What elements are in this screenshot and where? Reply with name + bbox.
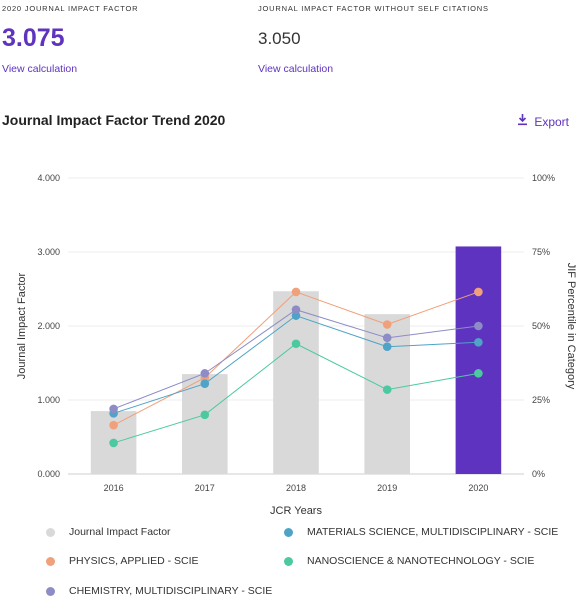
series-point-3 [291,305,301,315]
jif-no-self-view-calculation-link[interactable]: View calculation [258,63,334,75]
legend-label: Journal Impact Factor [69,526,171,538]
series-point-0 [474,287,483,297]
x-tick-label: 2019 [377,483,397,493]
x-tick-label: 2016 [104,483,124,493]
series-point-1 [474,337,483,347]
y2-tick-label: 0% [532,469,545,479]
y2-tick-label: 100% [532,173,555,183]
legend-swatch [46,556,55,566]
export-label: Export [534,114,569,129]
legend-item-jif[interactable]: Journal Impact Factor [46,526,171,538]
legend-item-materials[interactable]: MATERIALS SCIENCE, MULTIDISCIPLINARY - S… [284,526,558,538]
jif-view-calculation-link[interactable]: View calculation [2,63,78,75]
series-point-2 [109,438,118,448]
jif-value: 3.075 [2,24,65,52]
series-point-3 [474,321,483,331]
series-point-1 [382,342,392,352]
x-axis-title: JCR Years [270,505,322,517]
jif-no-self-label: JOURNAL IMPACT FACTOR WITHOUT SELF CITAT… [258,4,489,13]
legend-item-chemistry[interactable]: CHEMISTRY, MULTIDISCIPLINARY - SCIE [46,585,272,597]
series-point-0 [382,320,392,329]
y-tick-label: 4.000 [37,173,60,183]
download-icon [517,114,528,129]
bar-2018 [273,291,319,474]
legend-label: PHYSICS, APPLIED - SCIE [69,555,199,567]
legend-label: MATERIALS SCIENCE, MULTIDISCIPLINARY - S… [307,526,559,538]
series-point-1 [200,379,210,389]
chart-legend: Journal Impact Factor MATERIALS SCIENCE,… [0,520,579,599]
series-point-2 [200,410,210,420]
legend-item-physics[interactable]: PHYSICS, APPLIED - SCIE [46,555,199,567]
bar-2020 [455,246,502,474]
y-axis-title: Journal Impact Factor [16,272,28,379]
y-tick-label: 0.000 [37,469,60,479]
y-tick-label: 3.000 [37,247,60,257]
chart-section-title: Journal Impact Factor Trend 2020 [2,112,226,128]
y-tick-label: 1.000 [37,395,60,405]
bar-2017 [182,374,228,474]
series-point-2 [291,339,301,349]
x-tick-label: 2020 [468,483,488,493]
legend-item-nano[interactable]: NANOSCIENCE & NANOTECHNOLOGY - SCIE [284,555,534,567]
legend-swatch [284,556,293,566]
export-button[interactable]: Export [517,114,569,129]
series-point-3 [109,404,118,414]
series-point-0 [291,287,301,297]
jif-label: 2020 JOURNAL IMPACT FACTOR [2,4,139,13]
series-point-2 [382,385,392,394]
legend-swatch [284,527,293,537]
legend-label: CHEMISTRY, MULTIDISCIPLINARY - SCIE [69,585,273,597]
y2-tick-label: 50% [532,321,550,331]
y2-tick-label: 25% [532,395,550,405]
legend-swatch [46,586,55,596]
y2-axis-title: JIF Percentile in Category [565,263,577,390]
series-point-1 [291,311,301,320]
series-point-3 [382,333,392,343]
jif-trend-chart: 0.000 1.000 2.000 3.000 4.000 0% 25% 50% 75% 100%… [16,173,577,517]
y2-tick-label: 75% [532,247,550,257]
series-point-2 [474,369,483,378]
y-tick-label: 2.000 [37,321,60,331]
x-tick-label: 2017 [195,483,215,493]
legend-swatch [46,527,55,537]
legend-label: NANOSCIENCE & NANOTECHNOLOGY - SCIE [307,555,535,567]
series-point-0 [109,420,118,430]
series-point-3 [200,369,210,378]
jif-no-self-value: 3.050 [258,29,301,48]
x-tick-label: 2018 [286,483,306,493]
